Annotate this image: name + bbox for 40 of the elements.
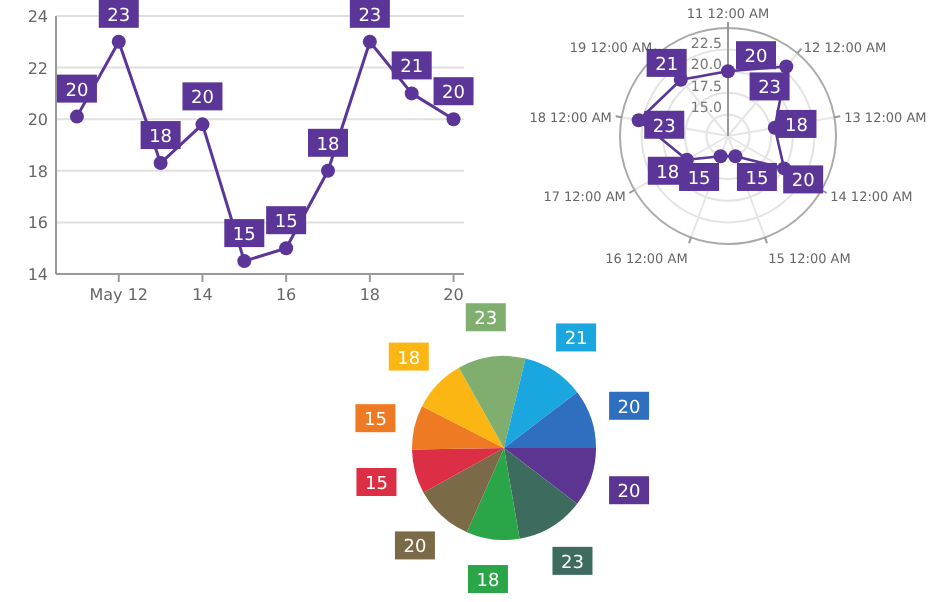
y-tick-label: 16	[27, 214, 48, 233]
data-label: 21	[655, 55, 679, 76]
data-label: 20	[403, 538, 427, 559]
y-tick-label: 18	[27, 162, 48, 181]
data-label: 18	[785, 116, 809, 137]
data-label: 18	[397, 349, 421, 370]
data-label: 21	[400, 58, 424, 79]
data-label: 23	[107, 6, 131, 27]
data-label: 15	[365, 474, 388, 495]
y-tick-label: 14	[27, 266, 48, 284]
x-tick-label: 16	[275, 286, 297, 304]
data-label: 21	[564, 330, 588, 351]
data-label: 23	[652, 117, 676, 138]
data-label: 15	[232, 226, 256, 247]
data-label: 20	[191, 89, 215, 110]
data-label: 18	[476, 572, 500, 593]
data-label: 18	[149, 128, 173, 149]
data-label: 15	[687, 169, 711, 190]
y-tick-label: 22	[27, 59, 48, 78]
y-tick-label: 20	[27, 111, 48, 130]
data-label: 20	[617, 483, 642, 504]
x-tick-label: 18	[359, 286, 381, 304]
data-label: 15	[745, 169, 769, 190]
data-label: 23	[474, 310, 498, 331]
data-label: 20	[617, 398, 642, 419]
data-label: 23	[758, 79, 782, 100]
data-label: 23	[358, 6, 382, 27]
data-label: 15	[274, 213, 298, 234]
data-label: 20	[791, 172, 816, 193]
x-tick-label: 14	[192, 286, 213, 304]
data-label: 23	[561, 553, 584, 574]
data-label: 15	[363, 411, 387, 432]
data-label: 18	[316, 135, 340, 156]
data-label: 18	[656, 163, 680, 184]
x-tick-label: May 12	[89, 286, 149, 304]
x-tick-label: 20	[443, 286, 464, 304]
data-label: 20	[65, 81, 89, 102]
data-label: 20	[442, 84, 466, 105]
data-label: 20	[744, 48, 768, 69]
y-tick-label: 24	[27, 8, 48, 26]
